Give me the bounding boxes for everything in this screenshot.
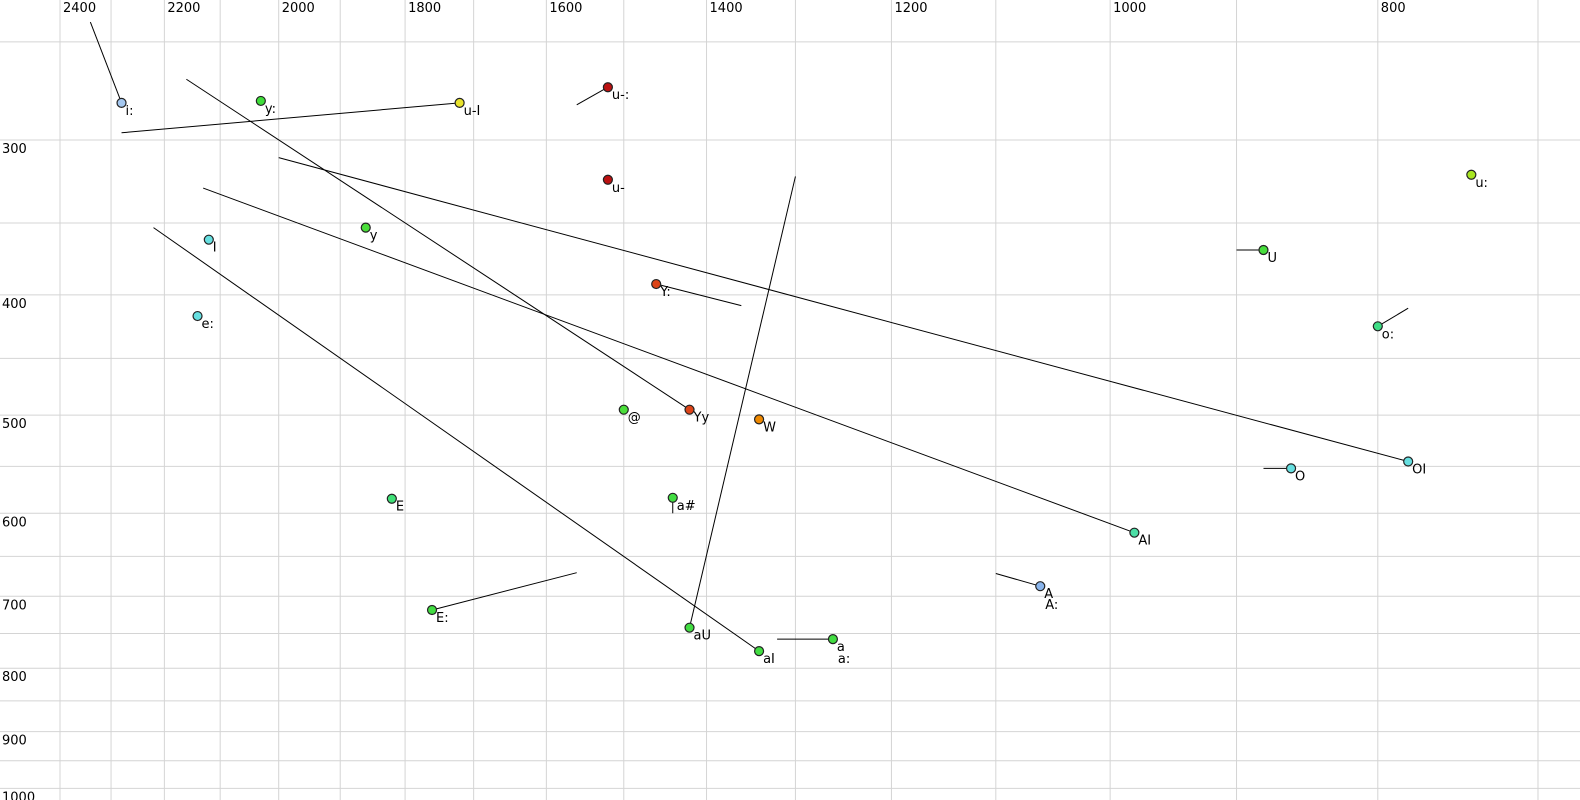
x-tick-label: 2400 xyxy=(63,1,96,16)
trajectory-line xyxy=(153,227,760,652)
data-point-label: I xyxy=(213,241,217,256)
x-tick-label: 2200 xyxy=(167,1,200,16)
data-point-label: Y: xyxy=(659,285,671,300)
data-point[interactable] xyxy=(192,310,203,322)
x-tick-label: 1800 xyxy=(408,1,441,16)
data-point[interactable] xyxy=(1129,527,1140,538)
data-point-label: @ xyxy=(628,411,641,426)
data-point[interactable] xyxy=(1372,321,1383,332)
data-point-label: a# xyxy=(677,499,696,514)
trajectory-line xyxy=(689,176,796,628)
data-point-label: aI xyxy=(763,652,775,667)
data-point-label: W xyxy=(763,420,776,435)
trajectory-line xyxy=(278,157,1409,462)
x-tick-label: 1600 xyxy=(549,1,582,16)
trajectory-line xyxy=(1377,307,1409,327)
x-tick-label: 1200 xyxy=(894,1,927,16)
x-tick-label: 800 xyxy=(1381,1,1406,16)
trajectory-line xyxy=(576,86,609,106)
data-point[interactable] xyxy=(1403,456,1414,467)
data-point[interactable] xyxy=(602,82,613,93)
y-tick-label: 500 xyxy=(2,417,27,432)
trajectory-layer xyxy=(89,21,1409,652)
y-tick-label: 400 xyxy=(2,297,27,312)
data-point[interactable] xyxy=(255,95,266,107)
tick-label-layer: 2400 2200 2000 1800 1600 1400 1200 1000 800 300 40… xyxy=(2,1,1406,800)
y-tick-label: 700 xyxy=(2,598,27,613)
data-point[interactable] xyxy=(454,97,465,108)
data-point[interactable] xyxy=(827,634,839,645)
data-point[interactable] xyxy=(667,492,678,503)
data-point-label: A xyxy=(1044,587,1053,602)
data-point-label: y: xyxy=(265,102,276,117)
data-point-label: AI xyxy=(1138,534,1151,549)
data-point[interactable] xyxy=(753,646,765,657)
trajectory-line xyxy=(121,102,460,134)
data-point[interactable] xyxy=(203,234,214,245)
x-tick-label: 1400 xyxy=(710,1,743,16)
data-point-label: Yy xyxy=(693,411,710,426)
x-tick-label: 2000 xyxy=(282,1,315,16)
data-point-label: U xyxy=(1267,251,1277,266)
data-point-label: E: xyxy=(436,611,449,626)
y-tick-label: 1000 xyxy=(2,790,35,800)
data-point-label: e: xyxy=(202,317,214,332)
trajectory-line xyxy=(431,572,577,611)
data-point-label: a: xyxy=(838,652,850,667)
data-point-layer xyxy=(116,82,1477,657)
y-tick-label: 800 xyxy=(2,670,27,685)
data-point[interactable] xyxy=(1466,169,1477,180)
trajectory-line xyxy=(186,78,690,411)
data-point[interactable] xyxy=(753,414,765,425)
data-point-label: o: xyxy=(1382,327,1394,342)
data-point-label: u-: xyxy=(612,88,629,103)
data-point[interactable] xyxy=(1285,463,1297,474)
data-point[interactable] xyxy=(602,174,613,185)
data-point[interactable] xyxy=(618,404,629,415)
data-point-label: u- xyxy=(612,181,625,196)
point-label-layer: i: y: u-I u-: u-u: Iy U Y: e: o: @ Yy W O OI E a# AI A E: aU… xyxy=(126,88,1488,667)
data-point-label: a xyxy=(837,640,845,655)
data-point-label: y xyxy=(370,229,378,244)
data-point-label: A: xyxy=(1045,598,1058,613)
data-point[interactable] xyxy=(426,604,438,616)
y-tick-label: 900 xyxy=(2,734,27,749)
data-point-label: i: xyxy=(126,104,134,119)
x-tick-label: 1000 xyxy=(1113,1,1146,16)
data-point-label: u: xyxy=(1475,176,1488,191)
data-point[interactable] xyxy=(684,622,695,633)
data-point-label: aU xyxy=(694,629,711,644)
data-point[interactable] xyxy=(116,97,127,108)
y-tick-label: 600 xyxy=(2,515,27,530)
data-point[interactable] xyxy=(684,404,695,415)
data-point[interactable] xyxy=(386,493,397,504)
trajectory-line xyxy=(202,187,1135,534)
data-point-label: u-I xyxy=(464,104,481,119)
data-point[interactable] xyxy=(1035,581,1046,592)
data-point[interactable] xyxy=(651,278,662,290)
data-point-label: E xyxy=(396,500,404,515)
data-point-label: O xyxy=(1295,469,1305,484)
data-point-label: OI xyxy=(1412,463,1426,478)
data-point[interactable] xyxy=(360,222,371,233)
trajectory-line xyxy=(995,573,1041,587)
trajectory-line xyxy=(89,21,122,104)
y-tick-label: 300 xyxy=(2,142,27,157)
data-point[interactable] xyxy=(1258,244,1269,256)
trajectory-line xyxy=(656,283,742,307)
